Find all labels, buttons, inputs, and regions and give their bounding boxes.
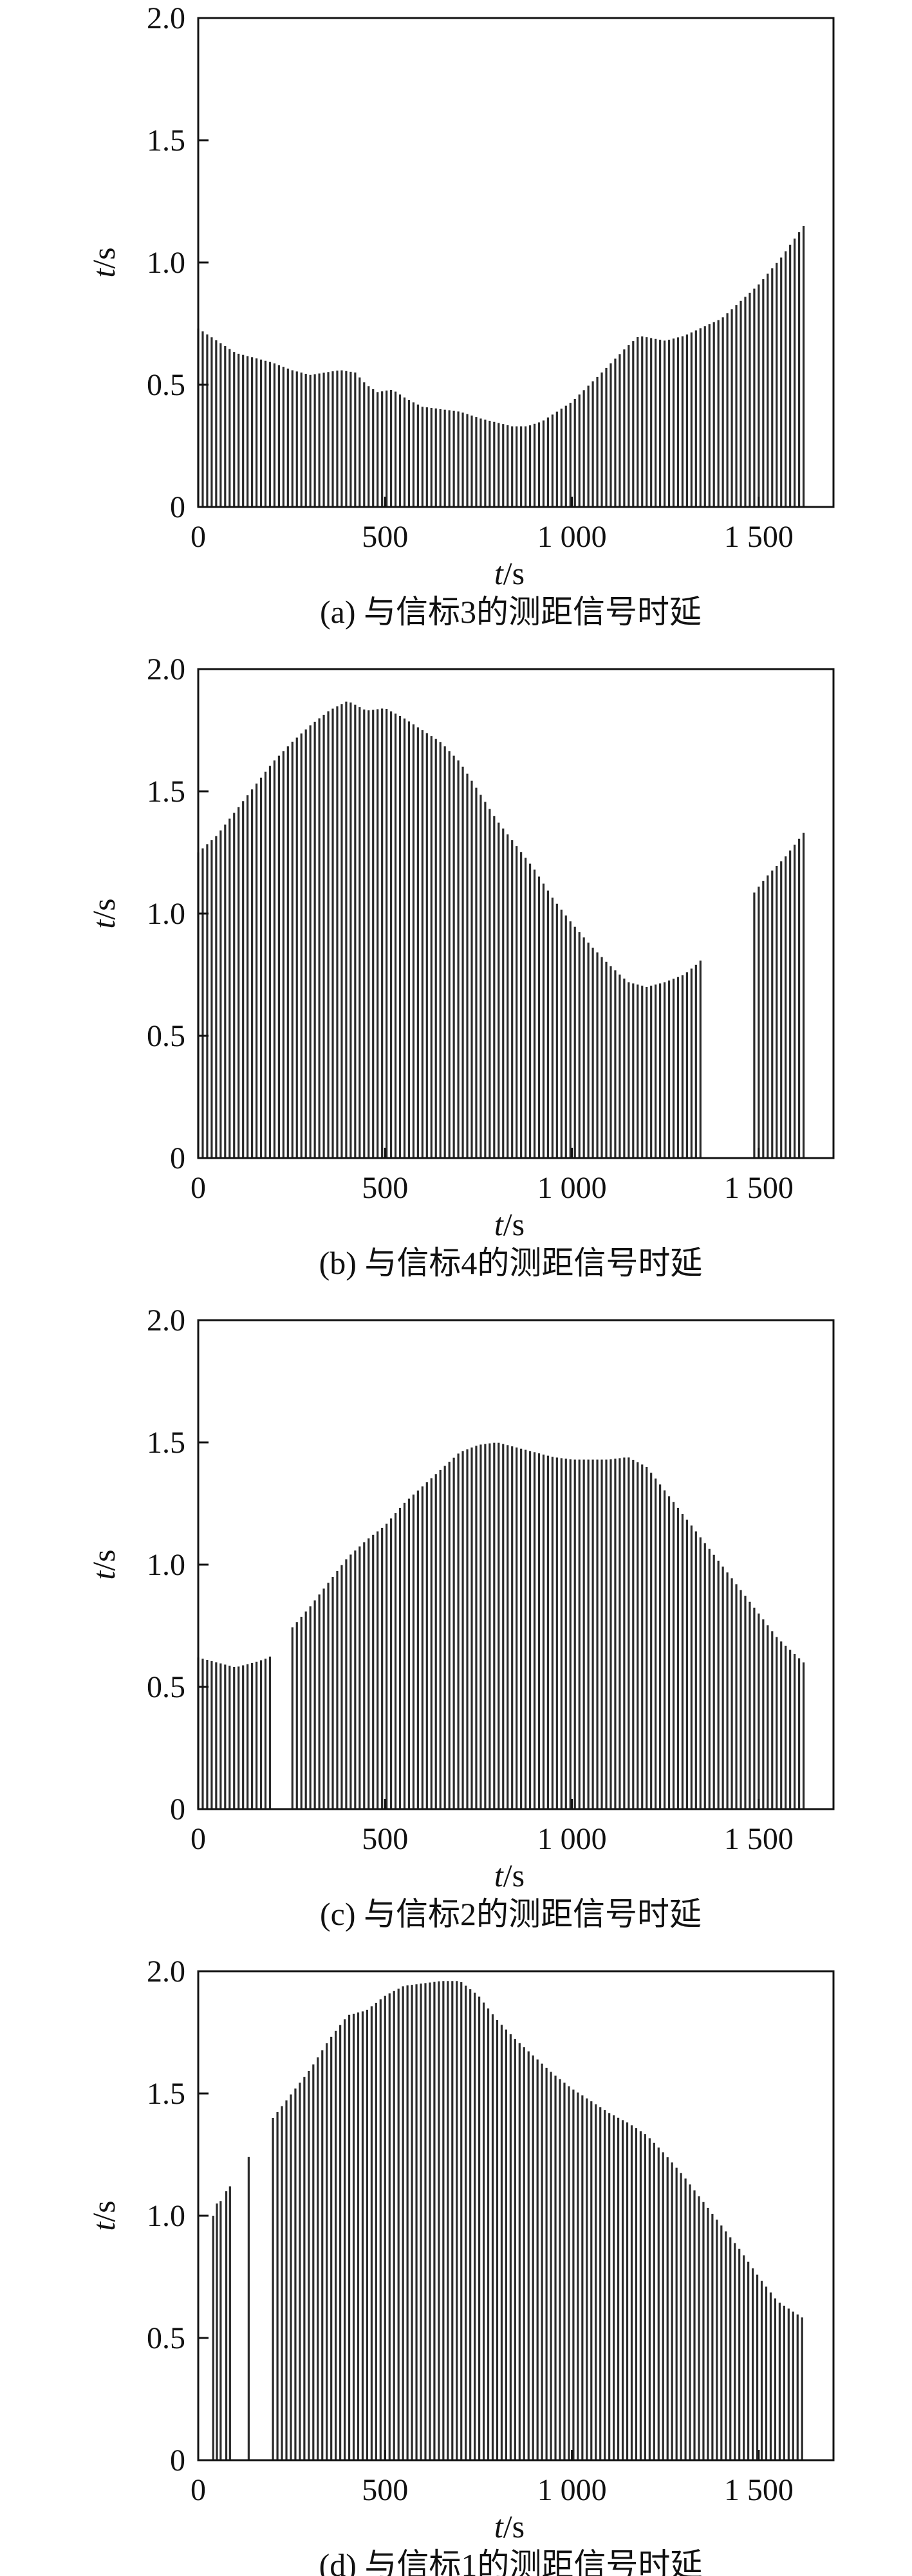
- y-axis-label-var: t: [86, 268, 122, 278]
- x-tick-label: 500: [362, 2473, 408, 2507]
- chart-caption: (d) 与信标1的测距信号时延: [319, 2547, 703, 2576]
- x-axis-label-var: t: [494, 2508, 504, 2544]
- x-tick-label: 500: [362, 1822, 408, 1856]
- y-axis-label-unit: /s: [86, 1549, 122, 1570]
- chart-caption: (b) 与信标4的测距信号时延: [319, 1245, 703, 1281]
- x-tick-label: 500: [362, 520, 408, 554]
- x-tick-label: 1 500: [724, 1171, 794, 1205]
- chart-caption: (a) 与信标3的测距信号时延: [320, 594, 702, 630]
- x-axis-label: t/s: [494, 1206, 525, 1242]
- x-tick-label: 1 000: [537, 520, 607, 554]
- x-tick-label: 1 500: [724, 520, 794, 554]
- bar-series: [197, 226, 805, 507]
- y-axis-label-var: t: [86, 919, 122, 929]
- y-tick-label: 1.5: [147, 775, 185, 809]
- y-axis-label-unit: /s: [86, 2200, 122, 2222]
- y-axis-label: t/s: [86, 1549, 122, 1579]
- y-tick-label: 1.5: [147, 1426, 185, 1460]
- y-tick-label: 0: [170, 2443, 185, 2478]
- x-axis-label-var: t: [494, 1857, 504, 1893]
- y-tick-label: 2.0: [147, 1, 185, 35]
- y-tick-label: 1.5: [147, 2077, 185, 2111]
- x-axis-label-var: t: [494, 1206, 504, 1242]
- y-axis-label: t/s: [86, 898, 122, 928]
- x-tick-label: 0: [191, 1171, 206, 1205]
- y-tick-label: 0.5: [147, 1019, 185, 1053]
- y-tick-label: 0.5: [147, 2321, 185, 2355]
- x-tick-label: 1 500: [724, 2473, 794, 2507]
- x-axis-label-var: t: [494, 555, 504, 591]
- x-axis-label-unit: /s: [503, 1206, 525, 1242]
- x-tick-label: 1 000: [537, 2473, 607, 2507]
- x-tick-label: 1 000: [537, 1822, 607, 1856]
- x-tick-label: 1 500: [724, 1822, 794, 1856]
- bar-series: [197, 701, 805, 1158]
- y-axis-label-var: t: [86, 2222, 122, 2231]
- y-tick-label: 0.5: [147, 368, 185, 402]
- chart-caption: (c) 与信标2的测距信号时延: [320, 1896, 702, 1932]
- y-tick-label: 0: [170, 1792, 185, 1826]
- y-tick-label: 2.0: [147, 652, 185, 686]
- y-axis-label-var: t: [86, 1570, 122, 1580]
- y-axis-label: t/s: [86, 2200, 122, 2231]
- y-tick-label: 1.0: [147, 246, 185, 280]
- x-tick-label: 0: [191, 1822, 206, 1856]
- x-axis-label: t/s: [494, 2508, 525, 2544]
- y-axis-label-unit: /s: [86, 898, 122, 919]
- x-tick-label: 0: [191, 520, 206, 554]
- y-tick-label: 1.0: [147, 2199, 185, 2233]
- y-tick-label: 0: [170, 490, 185, 524]
- x-axis-label-unit: /s: [503, 1857, 525, 1893]
- bar-series: [212, 1981, 803, 2460]
- x-tick-label: 0: [191, 2473, 206, 2507]
- x-axis-label: t/s: [494, 1857, 525, 1893]
- bar-series: [197, 1442, 805, 1809]
- y-tick-label: 2.0: [147, 1955, 185, 1989]
- x-axis-label-unit: /s: [503, 555, 525, 591]
- x-tick-label: 1 000: [537, 1171, 607, 1205]
- y-axis-label-unit: /s: [86, 247, 122, 268]
- y-axis-label: t/s: [86, 247, 122, 277]
- y-tick-label: 1.0: [147, 897, 185, 931]
- y-tick-label: 1.5: [147, 124, 185, 158]
- x-axis-label-unit: /s: [503, 2508, 525, 2544]
- y-tick-label: 2.0: [147, 1303, 185, 1338]
- y-tick-label: 0.5: [147, 1670, 185, 1704]
- y-tick-label: 1.0: [147, 1548, 185, 1582]
- x-axis-label: t/s: [494, 555, 525, 591]
- y-tick-label: 0: [170, 1141, 185, 1175]
- x-tick-label: 500: [362, 1171, 408, 1205]
